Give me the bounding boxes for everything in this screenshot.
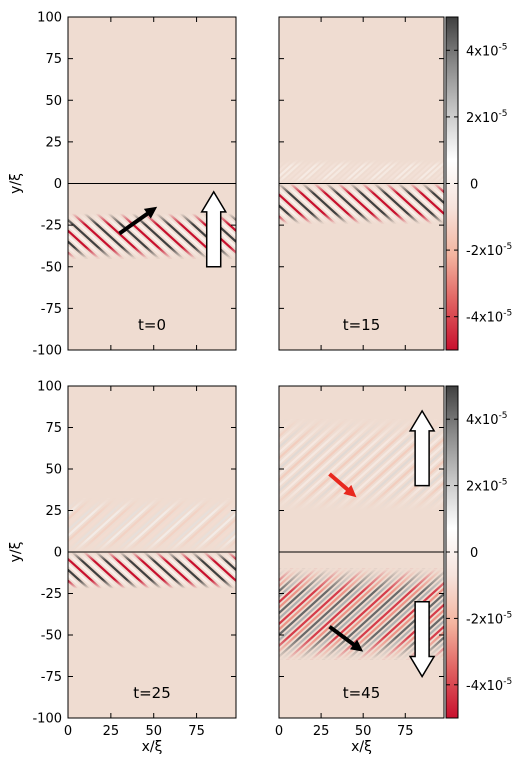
x-tick-label: 75 [397, 724, 414, 739]
colorbar-tick-exponent: -5 [499, 411, 508, 421]
x-tick-label: 25 [103, 724, 120, 739]
wave-stripe [0, 213, 40, 258]
colorbar: 4x10-5 2x10-5 0 -2x10-5 -4x10-5 [445, 16, 512, 351]
wave-stripe [279, 160, 281, 162]
wave-stripe [0, 213, 46, 258]
reflected-arrow [328, 472, 357, 498]
y-tick-label: 25 [45, 135, 62, 150]
y-tick-label: -25 [41, 219, 62, 234]
wave-band-fade [279, 183, 444, 224]
wave-stripe [279, 220, 283, 224]
wave-stripe [460, 419, 525, 510]
wave-stripe [68, 584, 73, 589]
wave-band-fade [68, 552, 236, 589]
panel-3: -100 -75 -50 -25 0 25 50 75 100 0 25 50 75 y/ξ x/ξ t=25 [8, 380, 282, 755]
colorbar-tick-label: 0 [470, 178, 478, 193]
x-tick-label: 0 [275, 724, 283, 739]
packet-direction-arrow [408, 409, 436, 487]
y-tick-label: -50 [41, 629, 62, 644]
y-tick-label: 75 [45, 52, 62, 67]
colorbar-tick-exponent: -5 [499, 42, 508, 52]
colorbar-tick-label: -4x10-5 [466, 677, 512, 694]
wave-stripe [454, 419, 525, 510]
wave-stripe [233, 213, 236, 216]
packet-direction-arrow [200, 190, 228, 268]
colorbar-tick-exponent: -5 [503, 677, 512, 687]
wave-stripe [448, 419, 525, 510]
time-label: t=25 [133, 684, 171, 702]
x-tick-label: 25 [313, 724, 330, 739]
wave-stripe [478, 419, 525, 510]
colorbar-tick-exponent: -5 [503, 610, 512, 620]
x-tick-label: 0 [64, 724, 72, 739]
colorbar-tick-label: -2x10-5 [466, 242, 512, 259]
y-tick-label: -75 [41, 670, 62, 685]
panel-4: 0 25 50 75 x/ξ t=45 [275, 385, 525, 755]
wave-stripe [234, 160, 263, 183]
y-tick-label: -100 [32, 712, 62, 727]
x-axis-label: x/ξ [351, 739, 372, 755]
wave-band [68, 552, 282, 589]
time-label: t=0 [138, 316, 166, 334]
wave-stripe [232, 552, 236, 556]
transmitted-arrow [328, 625, 364, 652]
colorbar-tick-label: -4x10-5 [466, 309, 512, 326]
y-axis-label: y/ξ [8, 542, 24, 563]
x-axis-label: x/ξ [142, 739, 163, 755]
colorbar-tick-label: 4x10-5 [466, 411, 508, 428]
colorbar-tick-exponent: -5 [503, 242, 512, 252]
colorbar-tick-label: 4x10-5 [466, 42, 508, 59]
x-tick-label: 50 [355, 724, 372, 739]
y-tick-label: -100 [32, 344, 62, 359]
colorbar-tick-label: 0 [470, 546, 478, 561]
colorbar-tick-exponent: -5 [499, 478, 508, 488]
wave-band-fade [68, 498, 236, 552]
panel-1: -100 -75 -50 -25 0 25 50 75 100 y/ξ t=0 [0, 11, 237, 359]
y-tick-label: 25 [45, 504, 62, 519]
colorbar-tick-exponent: -5 [503, 309, 512, 319]
propagation-arrow [118, 206, 158, 236]
y-tick-label: 100 [37, 11, 62, 26]
colorbar-tick-exponent: -5 [499, 109, 508, 119]
y-axis-label: y/ξ [8, 173, 24, 194]
colorbar-tick-label: 2x10-5 [466, 109, 508, 126]
wave-stripe [240, 160, 269, 183]
packet-direction-arrow [408, 601, 436, 678]
y-tick-label: 0 [54, 546, 62, 561]
wave-stripe [239, 552, 282, 589]
colorbar: 4x10-5 2x10-5 0 -2x10-5 -4x10-5 [445, 385, 512, 719]
x-tick-label: 75 [188, 724, 205, 739]
wave-band [68, 498, 236, 552]
y-tick-label: -75 [41, 302, 62, 317]
wave-stripe [472, 419, 525, 510]
wave-band [279, 183, 504, 224]
wave-stripe [484, 419, 525, 510]
wave-band-fade [279, 160, 444, 184]
time-label: t=15 [343, 316, 381, 334]
panel-2: t=15 [234, 16, 504, 351]
wave-band [234, 160, 444, 184]
y-tick-label: 75 [45, 421, 62, 436]
y-tick-label: 50 [45, 94, 62, 109]
y-tick-label: 0 [54, 177, 62, 192]
colorbar-tick-label: -2x10-5 [466, 610, 512, 627]
x-tick-label: 50 [145, 724, 162, 739]
y-tick-label: -25 [41, 587, 62, 602]
y-tick-label: -50 [41, 260, 62, 275]
y-tick-label: 50 [45, 463, 62, 478]
wave-stripe [457, 184, 504, 224]
time-label: t=45 [343, 684, 381, 702]
wave-stripe [246, 160, 275, 183]
colorbar-tick-label: 2x10-5 [466, 478, 508, 495]
y-tick-label: 100 [37, 380, 62, 395]
wave-stripe [466, 419, 525, 510]
